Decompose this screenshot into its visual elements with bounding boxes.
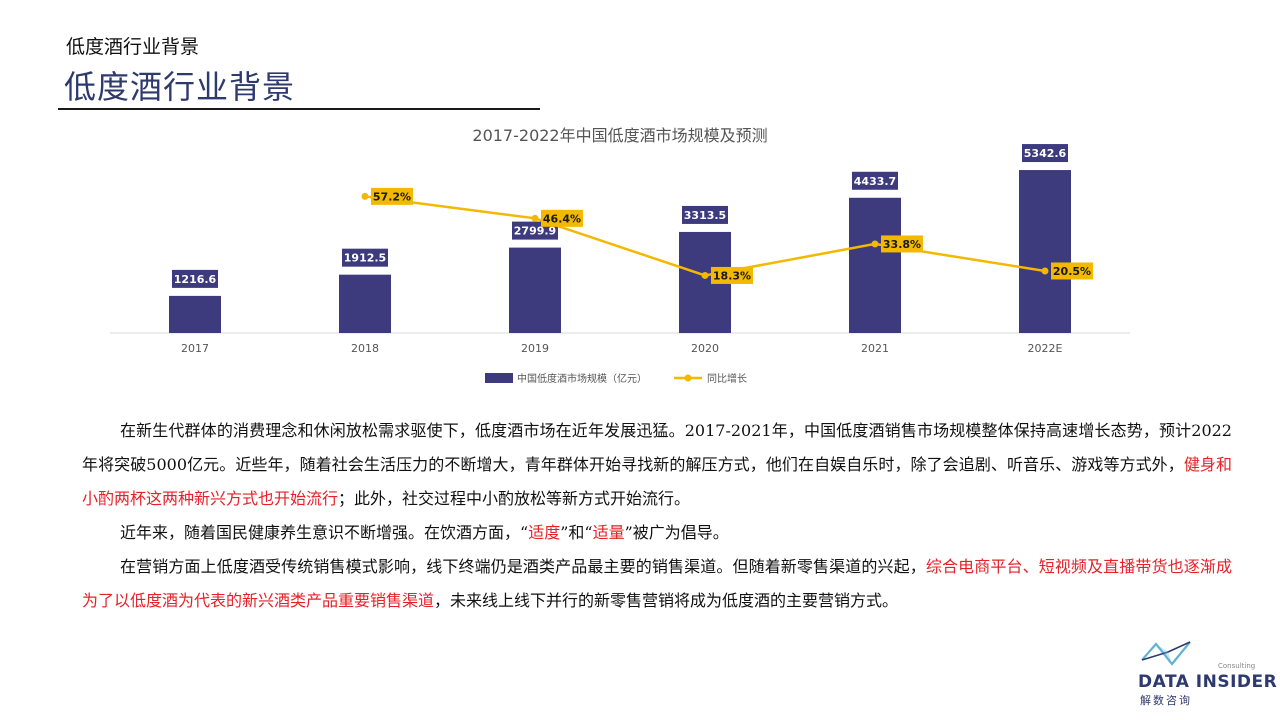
growth-point bbox=[1041, 267, 1049, 275]
bar-2021 bbox=[849, 197, 901, 333]
legend-bar-label: 中国低度酒市场规模（亿元） bbox=[517, 372, 647, 385]
growth-point bbox=[531, 214, 539, 222]
bar-2017 bbox=[169, 295, 221, 333]
legend-line-label: 同比增长 bbox=[707, 372, 747, 385]
growth-point bbox=[361, 192, 369, 200]
logo-consulting-label: Consulting bbox=[1218, 662, 1256, 670]
paragraph-2: 近年来，随着国民健康养生意识不断增强。在饮酒方面，“适度”和“适量”被广为倡导。 bbox=[82, 516, 1232, 550]
market-size-chart: 2017-2022年中国低度酒市场规模及预测 1216.6 2017 1912.5 20… bbox=[110, 126, 1130, 385]
bar-value-label: 1912.5 bbox=[344, 252, 386, 265]
x-tick-label: 2017 bbox=[181, 342, 209, 355]
growth-label-box bbox=[1051, 262, 1093, 280]
bar-label-box-2017 bbox=[172, 269, 218, 288]
p1-text-a: 在新生代群体的消费理念和休闲放松需求驱使下，低度酒市场在近年发展迅猛。2017-… bbox=[82, 421, 1232, 474]
bar-2018 bbox=[339, 274, 391, 333]
p3-text-a: 在营销方面上低度酒受传统销售模式影响，线下终端仍是酒类产品最主要的销售渠道。但随… bbox=[120, 557, 926, 576]
p3-highlight: 综合电商平台、短视频及直播带货也逐渐成为了以低度酒为代表的新兴酒类产品重要销售渠… bbox=[82, 557, 1232, 610]
bar-value-label: 2799.9 bbox=[514, 225, 556, 238]
bar-label-box-2020 bbox=[682, 205, 728, 224]
page-title: 低度酒行业背景 bbox=[64, 68, 296, 106]
chart-title: 2017-2022年中国低度酒市场规模及预测 bbox=[472, 126, 767, 145]
x-tick-label: 2020 bbox=[691, 342, 719, 355]
growth-label-box bbox=[881, 235, 923, 253]
legend-line-marker bbox=[684, 374, 692, 382]
x-tick-label: 2018 bbox=[351, 342, 379, 355]
data-insider-logo-icon bbox=[1141, 641, 1191, 666]
growth-value-label: 57.2% bbox=[373, 190, 411, 203]
bar-value-label: 4433.7 bbox=[854, 175, 896, 188]
growth-point bbox=[871, 240, 879, 248]
logo-wordmark: DATA INSIDER bbox=[1138, 672, 1278, 692]
p2-text-a: 近年来，随着国民健康养生意识不断增强。在饮酒方面，“ bbox=[120, 523, 529, 542]
section-label: 低度酒行业背景 bbox=[66, 36, 200, 58]
logo-subtitle: 解数咨询 bbox=[1140, 694, 1192, 707]
growth-value-label: 33.8% bbox=[883, 238, 921, 251]
p2-highlight-2: 适量 bbox=[592, 523, 625, 542]
growth-label-box bbox=[541, 209, 583, 227]
growth-point bbox=[701, 271, 709, 279]
paragraph-3: 在营销方面上低度酒受传统销售模式影响，线下终端仍是酒类产品最主要的销售渠道。但随… bbox=[82, 550, 1232, 618]
bar-value-label: 3313.5 bbox=[684, 209, 726, 222]
growth-value-label: 18.3% bbox=[713, 269, 751, 282]
growth-value-label: 46.4% bbox=[543, 212, 581, 225]
bar-label-box-2018 bbox=[342, 248, 388, 267]
growth-label-box bbox=[711, 266, 753, 284]
p2-text-c: ”被广为倡导。 bbox=[624, 523, 729, 542]
growth-label-box bbox=[371, 187, 413, 205]
bar-label-box-2022E bbox=[1022, 144, 1068, 163]
bar-2022E bbox=[1019, 170, 1071, 333]
bar-label-box-2021 bbox=[852, 171, 898, 190]
p2-text-b: ”和“ bbox=[560, 523, 593, 542]
legend-bar-swatch bbox=[485, 373, 513, 383]
growth-value-label: 20.5% bbox=[1053, 265, 1091, 278]
p3-text-b: ，未来线上线下并行的新零售营销将成为低度酒的主要营销方式。 bbox=[434, 591, 899, 610]
x-tick-label: 2021 bbox=[861, 342, 889, 355]
x-tick-label: 2022E bbox=[1028, 342, 1063, 355]
title-divider bbox=[58, 108, 540, 110]
p2-highlight-1: 适度 bbox=[528, 523, 561, 542]
p1-text-b: ；此外，社交过程中小酌放松等新方式开始流行。 bbox=[338, 489, 691, 508]
x-tick-label: 2019 bbox=[521, 342, 549, 355]
bar-2019 bbox=[509, 247, 561, 333]
p1-highlight: 健身和小酌两杯这两种新兴方式也开始流行 bbox=[82, 455, 1232, 508]
bar-value-label: 1216.6 bbox=[174, 273, 217, 286]
body-text: 在新生代群体的消费理念和休闲放松需求驱使下，低度酒市场在近年发展迅猛。2017-… bbox=[82, 414, 1232, 618]
paragraph-1: 在新生代群体的消费理念和休闲放松需求驱使下，低度酒市场在近年发展迅猛。2017-… bbox=[82, 414, 1232, 516]
bar-value-label: 5342.6 bbox=[1024, 147, 1067, 160]
